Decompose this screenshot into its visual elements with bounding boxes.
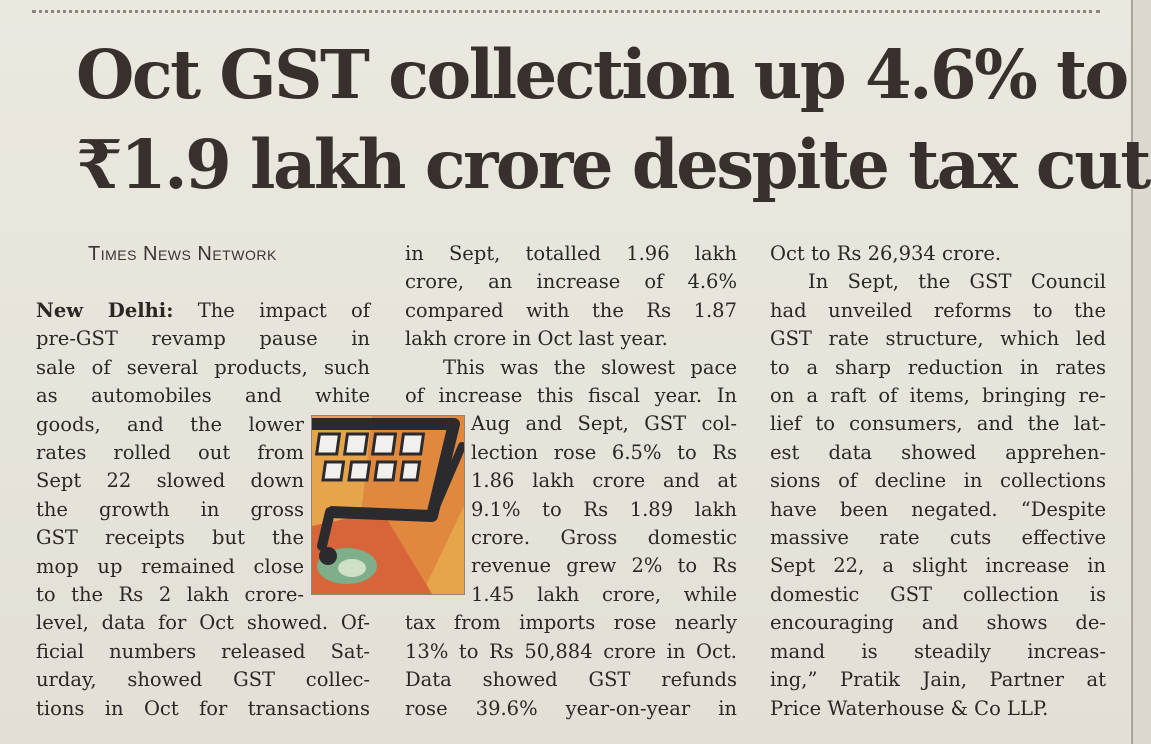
column-line: as automobiles and white [36,384,370,408]
column-line: 1.86 lakh crore and at [471,469,737,493]
column-line: rose 39.6% year-on-year in [405,696,737,720]
headline-line-2: ₹1.9 lakh crore despite tax cuts [76,125,1151,204]
column-line: New Delhi: The impact of [36,299,370,322]
column-line: sions of decline in collections [770,469,1106,493]
column-line: Sept 22, a slight increase in [770,554,1106,578]
column-line: in Sept, totalled 1.96 lakh [405,242,737,265]
column-line: tions in Oct for transactions [36,696,370,720]
column-line: lakh crore in Oct last year. [405,327,668,351]
column-line: pre-GST revamp pause in [36,327,370,351]
article-column-1: New Delhi: The impact of pre-GST revamp … [36,297,370,723]
column-line: massive rate cuts effective [770,526,1106,550]
column-line: 13% to Rs 50,884 crore in Oct. [405,639,737,663]
column-line: sale of several products, such [36,355,370,379]
column-line: mand is steadily increas- [770,639,1106,663]
column-line: on a raft of items, bringing re- [770,384,1106,408]
headline-line-1: Oct GST collection up 4.6% to [76,35,1129,114]
byline: Times News Network [88,243,277,265]
column-line: urday, showed GST collec- [36,668,370,692]
adjacent-column-edge [1131,0,1151,744]
dateline: New Delhi: [36,299,174,322]
column-line: encouraging and shows de- [770,611,1106,635]
column-line: compared with the Rs 1.87 [405,298,737,322]
column-line: rates rolled out from [36,441,304,465]
column-line: domestic GST collection is [770,582,1106,606]
article-column-3: Oct to Rs 26,934 crore. In Sept, the GST… [770,240,1106,723]
article-illustration [311,415,465,595]
column-line: had unveiled reforms to the [770,298,1106,322]
column-line: lection rose 6.5% to Rs [471,440,737,464]
column-line: This was the slowest pace [443,355,737,379]
column-line: goods, and the lower [36,412,304,436]
column-line: Oct to Rs 26,934 crore. [770,242,1002,265]
column-line: est data showed apprehen- [770,440,1106,464]
column-line: lief to consumers, and the lat- [770,412,1106,436]
column-line: 9.1% to Rs 1.89 lakh [471,497,737,521]
column-line: the growth in gross [36,497,304,521]
column-line: Data showed GST refunds [405,668,737,692]
dotted-rule [32,10,1100,13]
column-line: tax from imports rose nearly [405,611,737,635]
article-column-2: in Sept, totalled 1.96 lakh crore, an in… [405,240,737,723]
column-line: to a sharp reduction in rates [770,355,1106,379]
column-line: crore, an increase of 4.6% [405,270,737,294]
column-line: Price Waterhouse & Co LLP. [770,696,1049,720]
column-line: Aug and Sept, GST col- [471,412,737,436]
headline: Oct GST collection up 4.6% to ₹1.9 lakh … [76,30,1151,210]
column-line: GST receipts but the [36,526,304,550]
column-line: mop up remained close [36,554,304,578]
column-line: ing,” Pratik Jain, Partner at [770,668,1106,692]
column-line: 1.45 lakh crore, while [471,582,737,606]
column-line: Sept 22 slowed down [36,469,304,493]
column-line: revenue grew 2% to Rs [471,554,737,578]
column-line: In Sept, the GST Council [808,270,1106,294]
column-line: level, data for Oct showed. Of- [36,611,370,635]
column-line: of increase this fiscal year. In [405,384,737,408]
column-line: have been negated. “Despite [770,497,1106,521]
column-line: to the Rs 2 lakh crore- [36,583,304,607]
shopping-cart-icon [312,416,464,594]
column-line: crore. Gross domestic [471,526,737,550]
column-line: ficial numbers released Sat- [36,639,370,663]
column-line: GST rate structure, which led [770,327,1106,351]
